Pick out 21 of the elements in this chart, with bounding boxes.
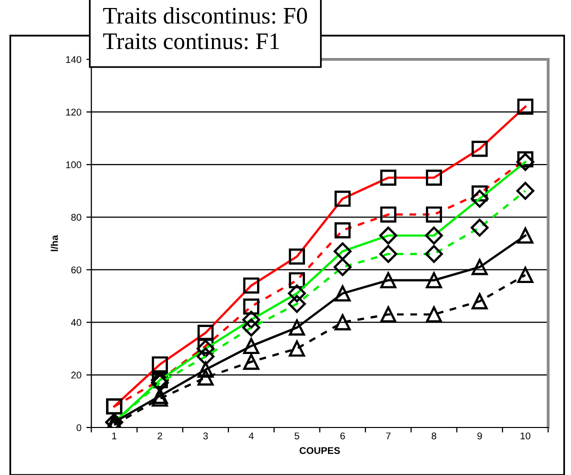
x-tick-label: 10: [520, 432, 530, 440]
text: Traits discontinus: F0 Traits continus: F1: [103, 7, 307, 50]
y-tick-label: 140: [66, 56, 82, 63]
y-tick-label: 100: [66, 161, 82, 168]
y-tick-label: 20: [71, 372, 82, 379]
y-tick-label: 120: [66, 108, 82, 116]
x-tick-label: 8: [432, 432, 436, 440]
x-tick-label: 1: [112, 432, 116, 440]
x-tick-label: 2: [158, 432, 162, 440]
x-tick-label: 4: [248, 432, 254, 440]
y-tick-label: 0: [76, 424, 82, 432]
y-axis-title: l/ha: [50, 235, 58, 252]
x-tick-label: 7: [386, 432, 390, 440]
y-tick-label: 60: [71, 266, 82, 274]
x-tick-label: 9: [477, 432, 482, 440]
x-tick-label: 3: [203, 432, 208, 440]
y-tick-label: 40: [71, 319, 82, 326]
x-axis-title: COUPES: [300, 447, 340, 454]
y-tick-label: 80: [71, 214, 82, 221]
x-tick-label: 5: [294, 432, 300, 440]
x-tick-label: 6: [340, 432, 345, 440]
